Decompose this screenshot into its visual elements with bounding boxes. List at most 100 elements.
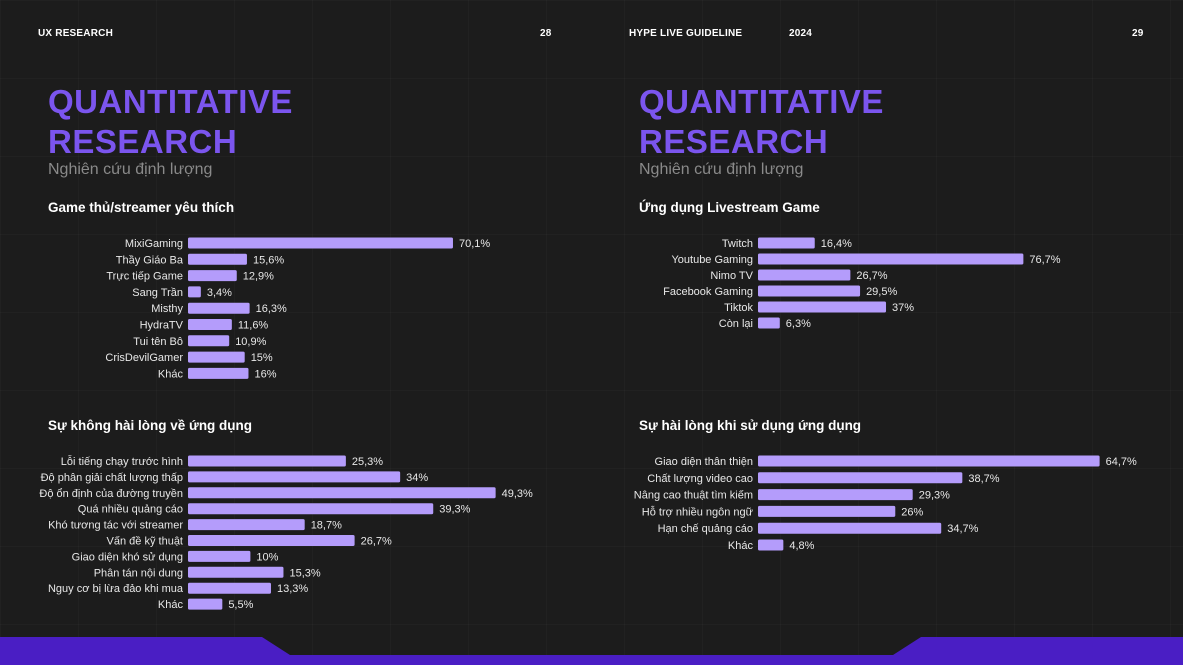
bar	[188, 319, 232, 330]
bar-category-label: Twitch	[722, 238, 753, 250]
bar-value-label: 16%	[254, 368, 276, 380]
bar	[758, 505, 896, 517]
bar	[188, 582, 271, 594]
bar-value-label: 38,7%	[968, 473, 999, 485]
bar-value-label: 5,5%	[228, 599, 253, 611]
chart-satisfaction: Giao diện thân thiện 64,7% Chất lượng vide…	[634, 455, 1137, 552]
bar	[758, 253, 1024, 265]
bar	[188, 566, 284, 578]
chart-title-livestream-apps: Ứng dụng Livestream Game	[639, 200, 820, 215]
bar	[188, 598, 223, 610]
page-subtitle-right: Nghiên cứu định lượng	[639, 161, 804, 178]
bar	[188, 367, 249, 379]
bar-category-label: HydraTV	[140, 320, 184, 332]
bar-category-label: Giao diện thân thiện	[655, 456, 753, 468]
bar	[188, 519, 305, 531]
bar-value-label: 76,7%	[1029, 254, 1060, 266]
bar	[188, 286, 201, 298]
bar-value-label: 15,3%	[289, 567, 320, 579]
bar-category-label: Vấn đề kỹ thuật	[107, 536, 183, 548]
bar-value-label: 26%	[901, 506, 923, 518]
chart-dissatisfaction: Lỗi tiếng chạy trước hình 25,3% Độ phân gi…	[39, 455, 533, 611]
bar-value-label: 18,7%	[311, 520, 342, 532]
header-left-title: UX RESEARCH	[38, 28, 113, 39]
bar	[188, 351, 245, 363]
chart-title-favorite-streamers: Game thủ/streamer yêu thích	[48, 200, 235, 215]
bar-category-label: MixiGaming	[125, 238, 183, 250]
bar-value-label: 29,5%	[866, 286, 897, 298]
bar	[188, 237, 453, 249]
bar-category-label: Nimo TV	[710, 270, 753, 282]
bar-value-label: 6,3%	[786, 318, 811, 330]
chart-livestream-apps: Twitch 16,4% Youtube Gaming 76,7% Nimo TV 26,…	[663, 237, 1061, 330]
bar-category-label: Tiktok	[724, 302, 753, 314]
bar-category-label: Độ phân giải chất lượng thấp	[41, 472, 183, 484]
bar	[188, 455, 346, 467]
bar-category-label: Facebook Gaming	[663, 286, 753, 298]
bar	[188, 471, 401, 483]
header-right-title: HYPE LIVE GUIDELINE	[629, 28, 743, 39]
bar-value-label: 3,4%	[207, 287, 232, 299]
left-page: UX RESEARCH 28 QUANTITATIVE RESEARCH Ngh…	[0, 0, 591, 665]
page-title-right-line1: QUANTITATIVE	[639, 83, 884, 120]
page-title-right-line2: RESEARCH	[639, 123, 829, 160]
chart-title-dissatisfaction: Sự không hài lòng về ứng dụng	[48, 418, 253, 433]
page-number-right: 29	[1132, 28, 1144, 39]
footer-band	[0, 637, 1183, 665]
right-page: HYPE LIVE GUIDELINE 2024 29 QUANTITATIVE…	[591, 0, 1182, 665]
bar-category-label: Misthy	[151, 303, 183, 315]
bar-value-label: 49,3%	[502, 488, 533, 500]
bar	[758, 489, 913, 501]
bar-category-label: Còn lại	[719, 318, 753, 330]
bar-category-label: Giao diện khó sử dụng	[72, 551, 183, 563]
bar-value-label: 34%	[406, 472, 428, 484]
bar-category-label: Youtube Gaming	[671, 254, 753, 266]
bar	[188, 503, 434, 515]
bar-value-label: 37%	[892, 302, 914, 314]
bar	[188, 253, 247, 265]
header-year: 2024	[789, 28, 813, 39]
bar-category-label: Khác	[728, 540, 754, 552]
bar-category-label: Sang Trần	[132, 287, 183, 299]
bar-value-label: 64,7%	[1106, 456, 1137, 468]
bar-category-label: CrisDevilGamer	[105, 352, 183, 364]
bar-value-label: 39,3%	[439, 504, 470, 516]
bar	[188, 535, 355, 546]
bar-category-label: Khác	[158, 368, 184, 380]
bar-category-label: Khó tương tác với streamer	[48, 520, 183, 532]
bar-category-label: Độ ổn định của đường truyền	[39, 488, 183, 500]
bar-value-label: 29,3%	[919, 490, 950, 502]
bar	[758, 539, 784, 551]
bar-category-label: Khác	[158, 599, 184, 611]
bar-value-label: 34,7%	[947, 523, 978, 535]
page-number-left: 28	[540, 28, 552, 39]
bar-category-label: Hỗ trợ nhiều ngôn ngữ	[642, 505, 754, 518]
bar-category-label: Chất lượng video cao	[647, 473, 753, 485]
bar	[758, 455, 1100, 467]
bar	[188, 550, 251, 562]
bar-value-label: 70,1%	[459, 238, 490, 250]
bar-category-label: Thầy Giáo Ba	[116, 254, 184, 266]
bar	[188, 270, 237, 282]
bar-value-label: 10,9%	[235, 336, 266, 348]
bar-category-label: Lỗi tiếng chạy trước hình	[61, 455, 183, 468]
bar-category-label: Trực tiếp Game	[106, 271, 183, 283]
bar-value-label: 10%	[256, 551, 278, 563]
bar	[758, 237, 815, 249]
chart-favorite-streamers: MixiGaming 70,1% Thầy Giáo Ba 15,6% Trực tiế…	[105, 237, 490, 380]
bar	[758, 269, 851, 281]
bar-value-label: 15,6%	[253, 254, 284, 266]
bar-value-label: 26,7%	[361, 536, 392, 548]
bar-category-label: Phân tán nội dung	[94, 567, 183, 579]
chart-title-satisfaction: Sự hài lòng khi sử dụng ứng dụng	[639, 418, 862, 433]
page-title-right: QUANTITATIVE RESEARCH	[639, 82, 884, 162]
bar	[188, 302, 250, 314]
bar	[188, 487, 496, 499]
bar	[758, 285, 861, 297]
bar-category-label: Quá nhiều quảng cáo	[78, 504, 183, 516]
bar-value-label: 4,8%	[789, 540, 814, 552]
page-subtitle-left: Nghiên cứu định lượng	[48, 161, 213, 178]
page-title-left-line1: QUANTITATIVE	[48, 83, 293, 120]
bar	[758, 472, 963, 484]
bar-value-label: 25,3%	[352, 456, 383, 468]
